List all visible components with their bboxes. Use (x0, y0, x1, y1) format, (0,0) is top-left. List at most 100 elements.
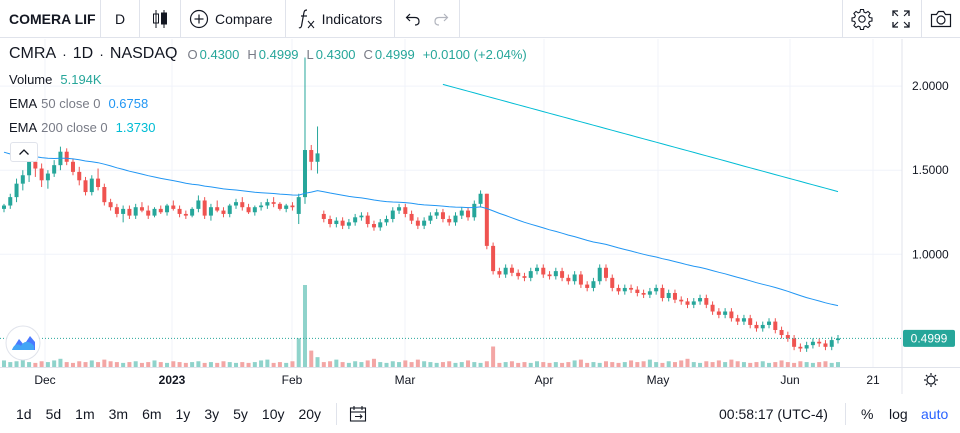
volume-bar (415, 359, 420, 367)
range-5d-button[interactable]: 5d (45, 406, 62, 422)
chart-type-button[interactable] (140, 0, 180, 38)
candle-body (146, 210, 151, 216)
price-chart[interactable]: 2.0000 1.5000 1.0000 Dec 2023 Feb Mar Apr May Ju… (0, 39, 960, 394)
price-axis[interactable]: 2.0000 1.5000 1.0000 (912, 79, 949, 261)
candle-body (340, 220, 345, 226)
candle-body (528, 271, 533, 278)
candle-body (679, 299, 684, 302)
range-3y-button[interactable]: 3y (204, 406, 220, 422)
legend-exchange: NASDAQ (109, 45, 178, 62)
settings-button[interactable] (843, 0, 881, 38)
range-3m-button[interactable]: 3m (108, 406, 129, 422)
range-1y-button[interactable]: 1y (175, 406, 191, 422)
volume-bar (741, 362, 746, 367)
candle-body (472, 203, 477, 218)
candle-body (409, 213, 414, 221)
volume-bar (171, 361, 176, 367)
candle-body (371, 224, 376, 228)
volume-bar (478, 362, 483, 367)
candle-body (252, 207, 257, 213)
volume-bar (296, 338, 301, 367)
candle-body (271, 202, 276, 204)
range-6m-button[interactable]: 6m (142, 406, 162, 422)
timezone-clock[interactable]: 00:58:17 (UTC-4) (719, 406, 828, 422)
volume-bar (177, 362, 182, 367)
volume-bar (729, 359, 734, 367)
indicators-button[interactable]: Indicators (286, 0, 395, 38)
volume-bars (2, 285, 840, 367)
auto-scale-toggle[interactable]: auto (921, 406, 949, 422)
candle-body (629, 287, 634, 290)
candle-body (817, 341, 822, 344)
candle-body (704, 298, 709, 305)
symbol-name: COMERA LIF (9, 10, 96, 27)
volume-bar (679, 360, 684, 367)
interval-button[interactable]: D (101, 0, 139, 38)
redo-button[interactable] (427, 0, 455, 38)
candle-body (716, 311, 721, 315)
undo-button[interactable] (399, 0, 427, 38)
legend-ema200-label: EMA (9, 120, 38, 135)
range-1m-button[interactable]: 1m (75, 406, 95, 422)
range-1d-button[interactable]: 1d (16, 406, 32, 422)
volume-bar (773, 362, 778, 367)
volume-bar (516, 362, 521, 367)
volume-bar (139, 362, 144, 367)
time-axis[interactable]: Dec 2023 Feb Mar Apr May Jun 21 (34, 373, 880, 387)
candle-body (397, 207, 402, 211)
candle-body (114, 207, 119, 214)
volume-bar (183, 362, 188, 367)
time-tick-label: 2023 (159, 373, 186, 387)
range-10y-button[interactable]: 10y (261, 406, 285, 422)
candle-body (729, 311, 734, 319)
candle-body (823, 343, 828, 347)
candle-body (748, 318, 753, 325)
volume-bar (390, 361, 395, 367)
legend-volume-row[interactable]: Volume 5.194K (9, 72, 102, 87)
volume-bar (127, 362, 132, 367)
legend-ticker[interactable]: CMRA (9, 45, 57, 62)
legend-ema50-value: 0.6758 (108, 96, 149, 111)
candle-body (622, 287, 627, 292)
volume-bar (547, 362, 552, 367)
candle-body (691, 301, 696, 305)
goto-date-button[interactable] (345, 395, 371, 433)
volume-bar (591, 362, 596, 367)
volume-bar (735, 361, 740, 367)
axis-settings-icon[interactable] (924, 373, 938, 387)
volume-bar (340, 362, 345, 367)
candle-body (139, 207, 144, 211)
range-5y-button[interactable]: 5y (233, 406, 248, 422)
fullscreen-icon (892, 10, 910, 28)
volume-bar (528, 362, 533, 367)
volume-bar (817, 362, 822, 367)
log-scale-toggle[interactable]: log (889, 406, 908, 422)
volume-bar (102, 359, 107, 367)
tradingview-logo-icon[interactable] (5, 325, 41, 361)
time-tick-label: Mar (395, 373, 416, 387)
volume-bar (359, 362, 364, 367)
candle-body (578, 274, 583, 285)
symbol-search-button[interactable]: COMERA LIF (0, 0, 100, 38)
candle-body (698, 298, 703, 302)
candle-body (666, 292, 671, 299)
legend-collapse-button[interactable] (10, 142, 38, 162)
volume-bar (290, 361, 295, 367)
candle-body (535, 267, 540, 272)
volume-bar (246, 362, 251, 367)
compare-button[interactable]: Compare (181, 0, 285, 38)
range-20y-button[interactable]: 20y (298, 406, 322, 422)
legend-ema200-row[interactable]: EMA 200 close 0 1.3730 (9, 120, 155, 135)
candle-body (152, 208, 157, 216)
candle-body (121, 208, 126, 214)
volume-bar (792, 362, 797, 367)
candle-body (390, 210, 395, 219)
fullscreen-button[interactable] (881, 0, 921, 38)
candle-body (353, 217, 358, 223)
volume-bar (328, 361, 333, 367)
legend-ema50-row[interactable]: EMA 50 close 0 0.6758 (9, 96, 148, 111)
candle-body (346, 222, 351, 226)
candle-body (290, 205, 295, 208)
screenshot-button[interactable] (922, 0, 960, 38)
percent-scale-toggle[interactable]: % (861, 406, 874, 422)
